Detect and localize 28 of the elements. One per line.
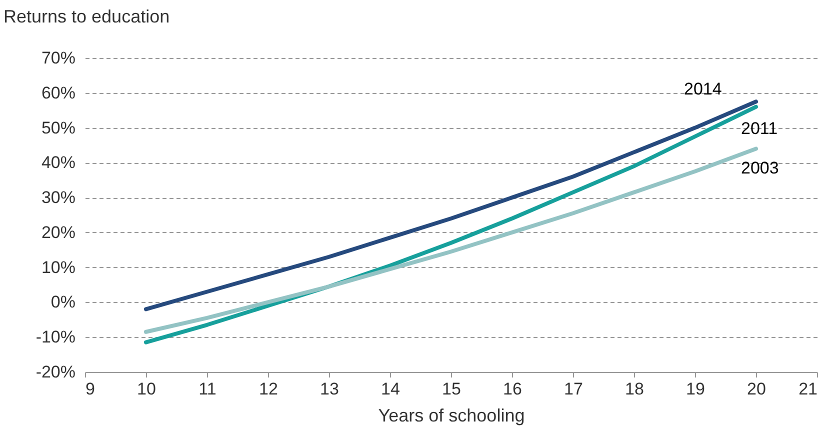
y-tick-label: 60% — [41, 83, 76, 102]
x-tick-label: 13 — [320, 380, 339, 398]
x-tick-label: 10 — [137, 380, 156, 398]
x-tick-label: 12 — [259, 380, 278, 398]
x-tick-label: 21 — [798, 380, 818, 398]
y-tick-label: -10% — [36, 328, 76, 347]
x-tick-label: 17 — [564, 380, 583, 398]
x-tick-label: 15 — [442, 380, 461, 398]
y-tick-label: 30% — [41, 188, 76, 208]
series-label: 2011 — [741, 118, 778, 138]
y-tick-label: -20% — [36, 362, 76, 382]
series-label: 2003 — [741, 158, 779, 178]
y-axis-title: Returns to education — [4, 6, 170, 26]
x-tick-label: 19 — [686, 380, 705, 398]
y-tick-label: 10% — [41, 258, 76, 277]
x-tick-label: 18 — [625, 380, 644, 398]
y-tick-label: 70% — [41, 48, 76, 68]
y-tick-label: 40% — [41, 153, 76, 172]
x-tick-label: 11 — [198, 380, 216, 398]
y-tick-label: 0% — [50, 292, 76, 312]
x-tick-label: 16 — [503, 380, 522, 398]
x-tick-label: 14 — [381, 380, 400, 398]
x-axis-title: Years of schooling — [378, 406, 525, 426]
x-tick-label: 20 — [747, 380, 766, 398]
y-tick-label: 20% — [41, 222, 76, 242]
y-tick-label: 50% — [41, 118, 76, 138]
series-label: 2014 — [684, 80, 722, 99]
x-tick-label: 9 — [86, 380, 95, 398]
